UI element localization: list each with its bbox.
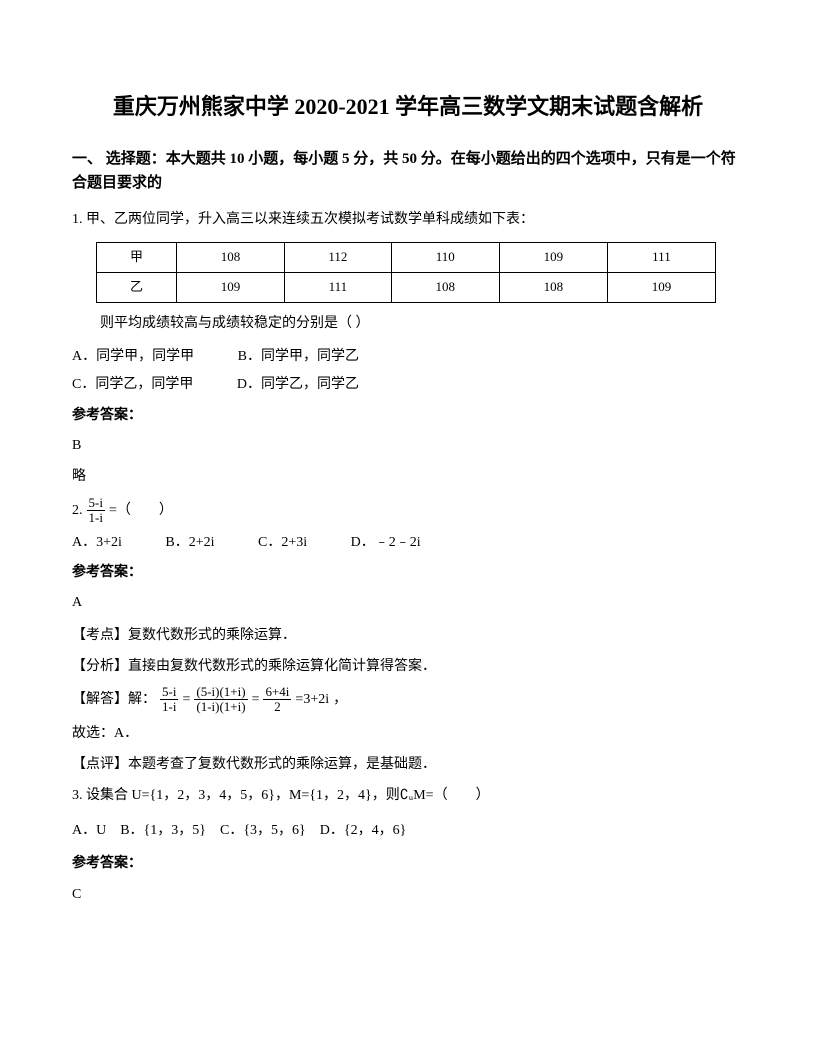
q1-option-d: D．同学乙，同学乙 bbox=[237, 374, 359, 396]
q2-dianping: 【点评】本题考查了复数代数形式的乘除运算，是基础题． bbox=[72, 752, 744, 777]
f2-den: (1-i)(1+i) bbox=[194, 700, 247, 714]
jieda-result: =3+2i bbox=[295, 689, 329, 711]
q2-guxuan: 故选：A． bbox=[72, 721, 744, 746]
table-row: 乙 109 111 108 108 109 bbox=[97, 272, 716, 302]
f3-num: 6+4i bbox=[263, 685, 291, 700]
q2-prefix: 2. bbox=[72, 500, 83, 522]
f1-num: 5-i bbox=[160, 685, 178, 700]
q1-options-row2: C．同学乙，同学甲 D．同学乙，同学乙 bbox=[72, 374, 744, 396]
q2-fenxi: 【分析】直接由复数代数形式的乘除运算化简计算得答案． bbox=[72, 654, 744, 679]
q1-option-a: A．同学甲，同学甲 bbox=[72, 346, 194, 368]
q2-jieda: 【解答】解： 5-i 1-i = (5-i)(1+i) (1-i)(1+i) =… bbox=[72, 685, 744, 715]
q2-fraction: 5-i 1-i bbox=[87, 496, 105, 526]
q1-option-b: B．同学甲，同学乙 bbox=[238, 346, 359, 368]
q2-jieda-prefix: 【解答】解： bbox=[72, 689, 156, 711]
cell: 109 bbox=[499, 243, 607, 273]
q1-option-c: C．同学乙，同学甲 bbox=[72, 374, 193, 396]
q2-stem: 2. 5-i 1-i =（ ） bbox=[72, 496, 744, 526]
q2-options: A．3+2i B．2+2i C．2+3i D．﹣2﹣2i bbox=[72, 532, 744, 554]
eq1: = bbox=[182, 689, 190, 711]
q2-jieda-f1: 5-i 1-i bbox=[160, 685, 178, 715]
jieda-comma: ， bbox=[333, 689, 347, 711]
q3-answer-label: 参考答案： bbox=[72, 853, 744, 875]
section-header: 一、 选择题：本大题共 10 小题，每小题 5 分，共 50 分。在每小题给出的… bbox=[72, 147, 744, 195]
q2-answer: A bbox=[72, 592, 744, 614]
q1-sub: 则平均成绩较高与成绩较稳定的分别是（ ） bbox=[100, 311, 744, 336]
f1-den: 1-i bbox=[160, 700, 178, 714]
cell: 乙 bbox=[97, 272, 177, 302]
cell: 112 bbox=[285, 243, 392, 273]
q2-option-a: A．3+2i bbox=[72, 532, 122, 554]
cell: 110 bbox=[391, 243, 499, 273]
q3-answer: C bbox=[72, 884, 744, 906]
q2-option-d: D．﹣2﹣2i bbox=[351, 532, 421, 554]
q2-suffix: =（ ） bbox=[109, 500, 173, 522]
page-title: 重庆万州熊家中学 2020-2021 学年高三数学文期末试题含解析 bbox=[72, 90, 744, 123]
cell: 108 bbox=[177, 243, 285, 273]
q1-stem: 1. 甲、乙两位同学，升入高三以来连续五次模拟考试数学单科成绩如下表： bbox=[72, 207, 744, 232]
cell: 108 bbox=[499, 272, 607, 302]
cell: 109 bbox=[177, 272, 285, 302]
q2-frac-den: 1-i bbox=[87, 511, 105, 525]
q1-note: 略 bbox=[72, 466, 744, 488]
cell: 111 bbox=[607, 243, 715, 273]
q1-answer-label: 参考答案： bbox=[72, 405, 744, 427]
q1-answer: B bbox=[72, 435, 744, 457]
q2-jieda-f2: (5-i)(1+i) (1-i)(1+i) bbox=[194, 685, 247, 715]
q1-table: 甲 108 112 110 109 111 乙 109 111 108 108 … bbox=[96, 242, 716, 303]
q2-answer-label: 参考答案： bbox=[72, 562, 744, 584]
f3-den: 2 bbox=[263, 700, 291, 714]
q2-option-b: B．2+2i bbox=[165, 532, 214, 554]
cell: 甲 bbox=[97, 243, 177, 273]
eq2: = bbox=[252, 689, 260, 711]
q3-stem: 3. 设集合 U={1，2，3，4，5，6}，M={1，2，4}，则∁ᵤM=（ … bbox=[72, 783, 744, 808]
table-row: 甲 108 112 110 109 111 bbox=[97, 243, 716, 273]
cell: 108 bbox=[391, 272, 499, 302]
cell: 111 bbox=[285, 272, 392, 302]
q3-options: A．U B．{1，3，5} C．{3，5，6} D．{2，4，6} bbox=[72, 818, 744, 843]
q1-options-row1: A．同学甲，同学甲 B．同学甲，同学乙 bbox=[72, 346, 744, 368]
q2-jieda-f3: 6+4i 2 bbox=[263, 685, 291, 715]
q2-kaodian: 【考点】复数代数形式的乘除运算． bbox=[72, 623, 744, 648]
cell: 109 bbox=[607, 272, 715, 302]
f2-num: (5-i)(1+i) bbox=[194, 685, 247, 700]
q2-frac-num: 5-i bbox=[87, 496, 105, 511]
q2-option-c: C．2+3i bbox=[258, 532, 307, 554]
